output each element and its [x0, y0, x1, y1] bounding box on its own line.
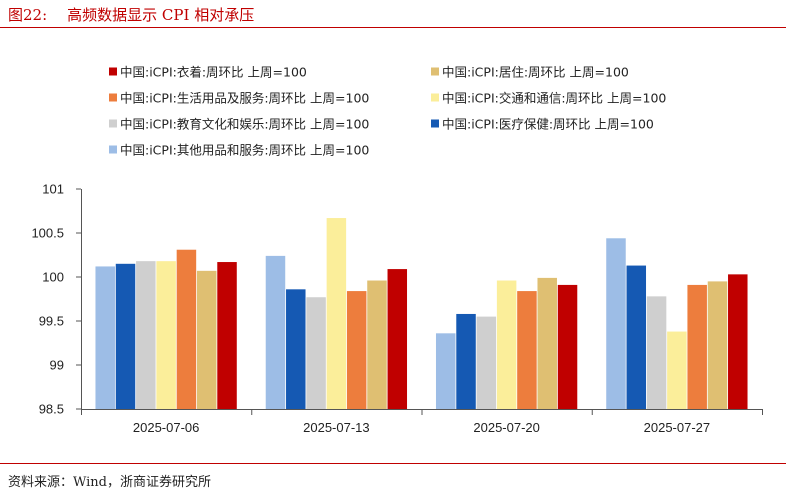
bar: [95, 266, 115, 409]
legend-swatch: [431, 93, 439, 102]
bar: [537, 277, 557, 409]
legend-label: 中国:iCPI:医疗保健:周环比 上周=100: [442, 117, 654, 132]
bar: [456, 313, 476, 409]
y-tick-label: 101: [42, 182, 64, 197]
bar: [517, 291, 537, 409]
y-tick-label: 99: [50, 358, 64, 373]
legend-label: 中国:iCPI:交通和通信:周环比 上周=100: [442, 91, 666, 106]
legend-swatch: [109, 119, 117, 128]
legend-label: 中国:iCPI:教育文化和娱乐:周环比 上周=100: [120, 117, 369, 132]
x-tick-label: 2025-07-13: [303, 420, 370, 435]
y-tick-label: 98.5: [39, 402, 64, 417]
y-tick-label: 100: [42, 270, 64, 285]
bar: [156, 261, 176, 409]
bar: [626, 265, 647, 409]
bar: [326, 218, 347, 409]
x-tick-label: 2025-07-20: [473, 420, 540, 435]
bar: [346, 291, 367, 409]
bar: [687, 284, 707, 409]
bar: [646, 296, 667, 409]
x-tick-label: 2025-07-06: [133, 420, 200, 435]
bar: [387, 269, 408, 409]
title-divider: [0, 27, 786, 28]
bar: [496, 280, 517, 409]
y-tick-label: 100.5: [31, 226, 64, 241]
bar: [557, 284, 578, 409]
y-tick-label: 99.5: [39, 314, 64, 329]
legend-swatch: [431, 119, 439, 128]
legend-swatch: [431, 67, 439, 76]
figure-title: 图22: 高频数据显示 CPI 相对承压: [8, 4, 254, 25]
legend-label: 中国:iCPI:居住:周环比 上周=100: [442, 65, 629, 80]
legend-swatch: [109, 67, 117, 76]
legend-label: 中国:iCPI:其他用品和服务:周环比 上周=100: [120, 143, 369, 158]
bar: [707, 281, 728, 409]
bar: [286, 289, 306, 409]
figure-title-text: 高频数据显示 CPI 相对承压: [67, 6, 255, 24]
legend: 中国:iCPI:衣着:周环比 上周=100 中国:iCPI:居住:周环比 上周=1…: [109, 65, 666, 158]
bar: [306, 297, 326, 409]
bar: [728, 274, 748, 409]
bar: [265, 255, 286, 409]
legend-swatch: [109, 93, 117, 102]
bar: [217, 262, 237, 409]
bar: [115, 263, 136, 409]
legend-swatch: [109, 145, 117, 154]
bar: [606, 238, 626, 409]
legend-label: 中国:iCPI:生活用品及服务:周环比 上周=100: [120, 91, 369, 106]
bar: [435, 333, 456, 409]
bar: [476, 316, 497, 409]
bar: [667, 331, 687, 409]
source-note: 资料来源：Wind，浙商证券研究所: [8, 475, 211, 490]
bar: [196, 270, 217, 409]
x-tick-label: 2025-07-27: [644, 420, 711, 435]
plot-area: 98.5 99 99.5 100 100.5 101 2025-07-06 2025-07-1…: [31, 182, 763, 435]
legend-label: 中国:iCPI:衣着:周环比 上周=100: [120, 65, 307, 80]
bar: [136, 261, 156, 409]
bar: [367, 280, 387, 409]
footer-divider: [0, 463, 786, 464]
bar: [176, 249, 197, 409]
figure-label: 图22:: [8, 6, 48, 24]
